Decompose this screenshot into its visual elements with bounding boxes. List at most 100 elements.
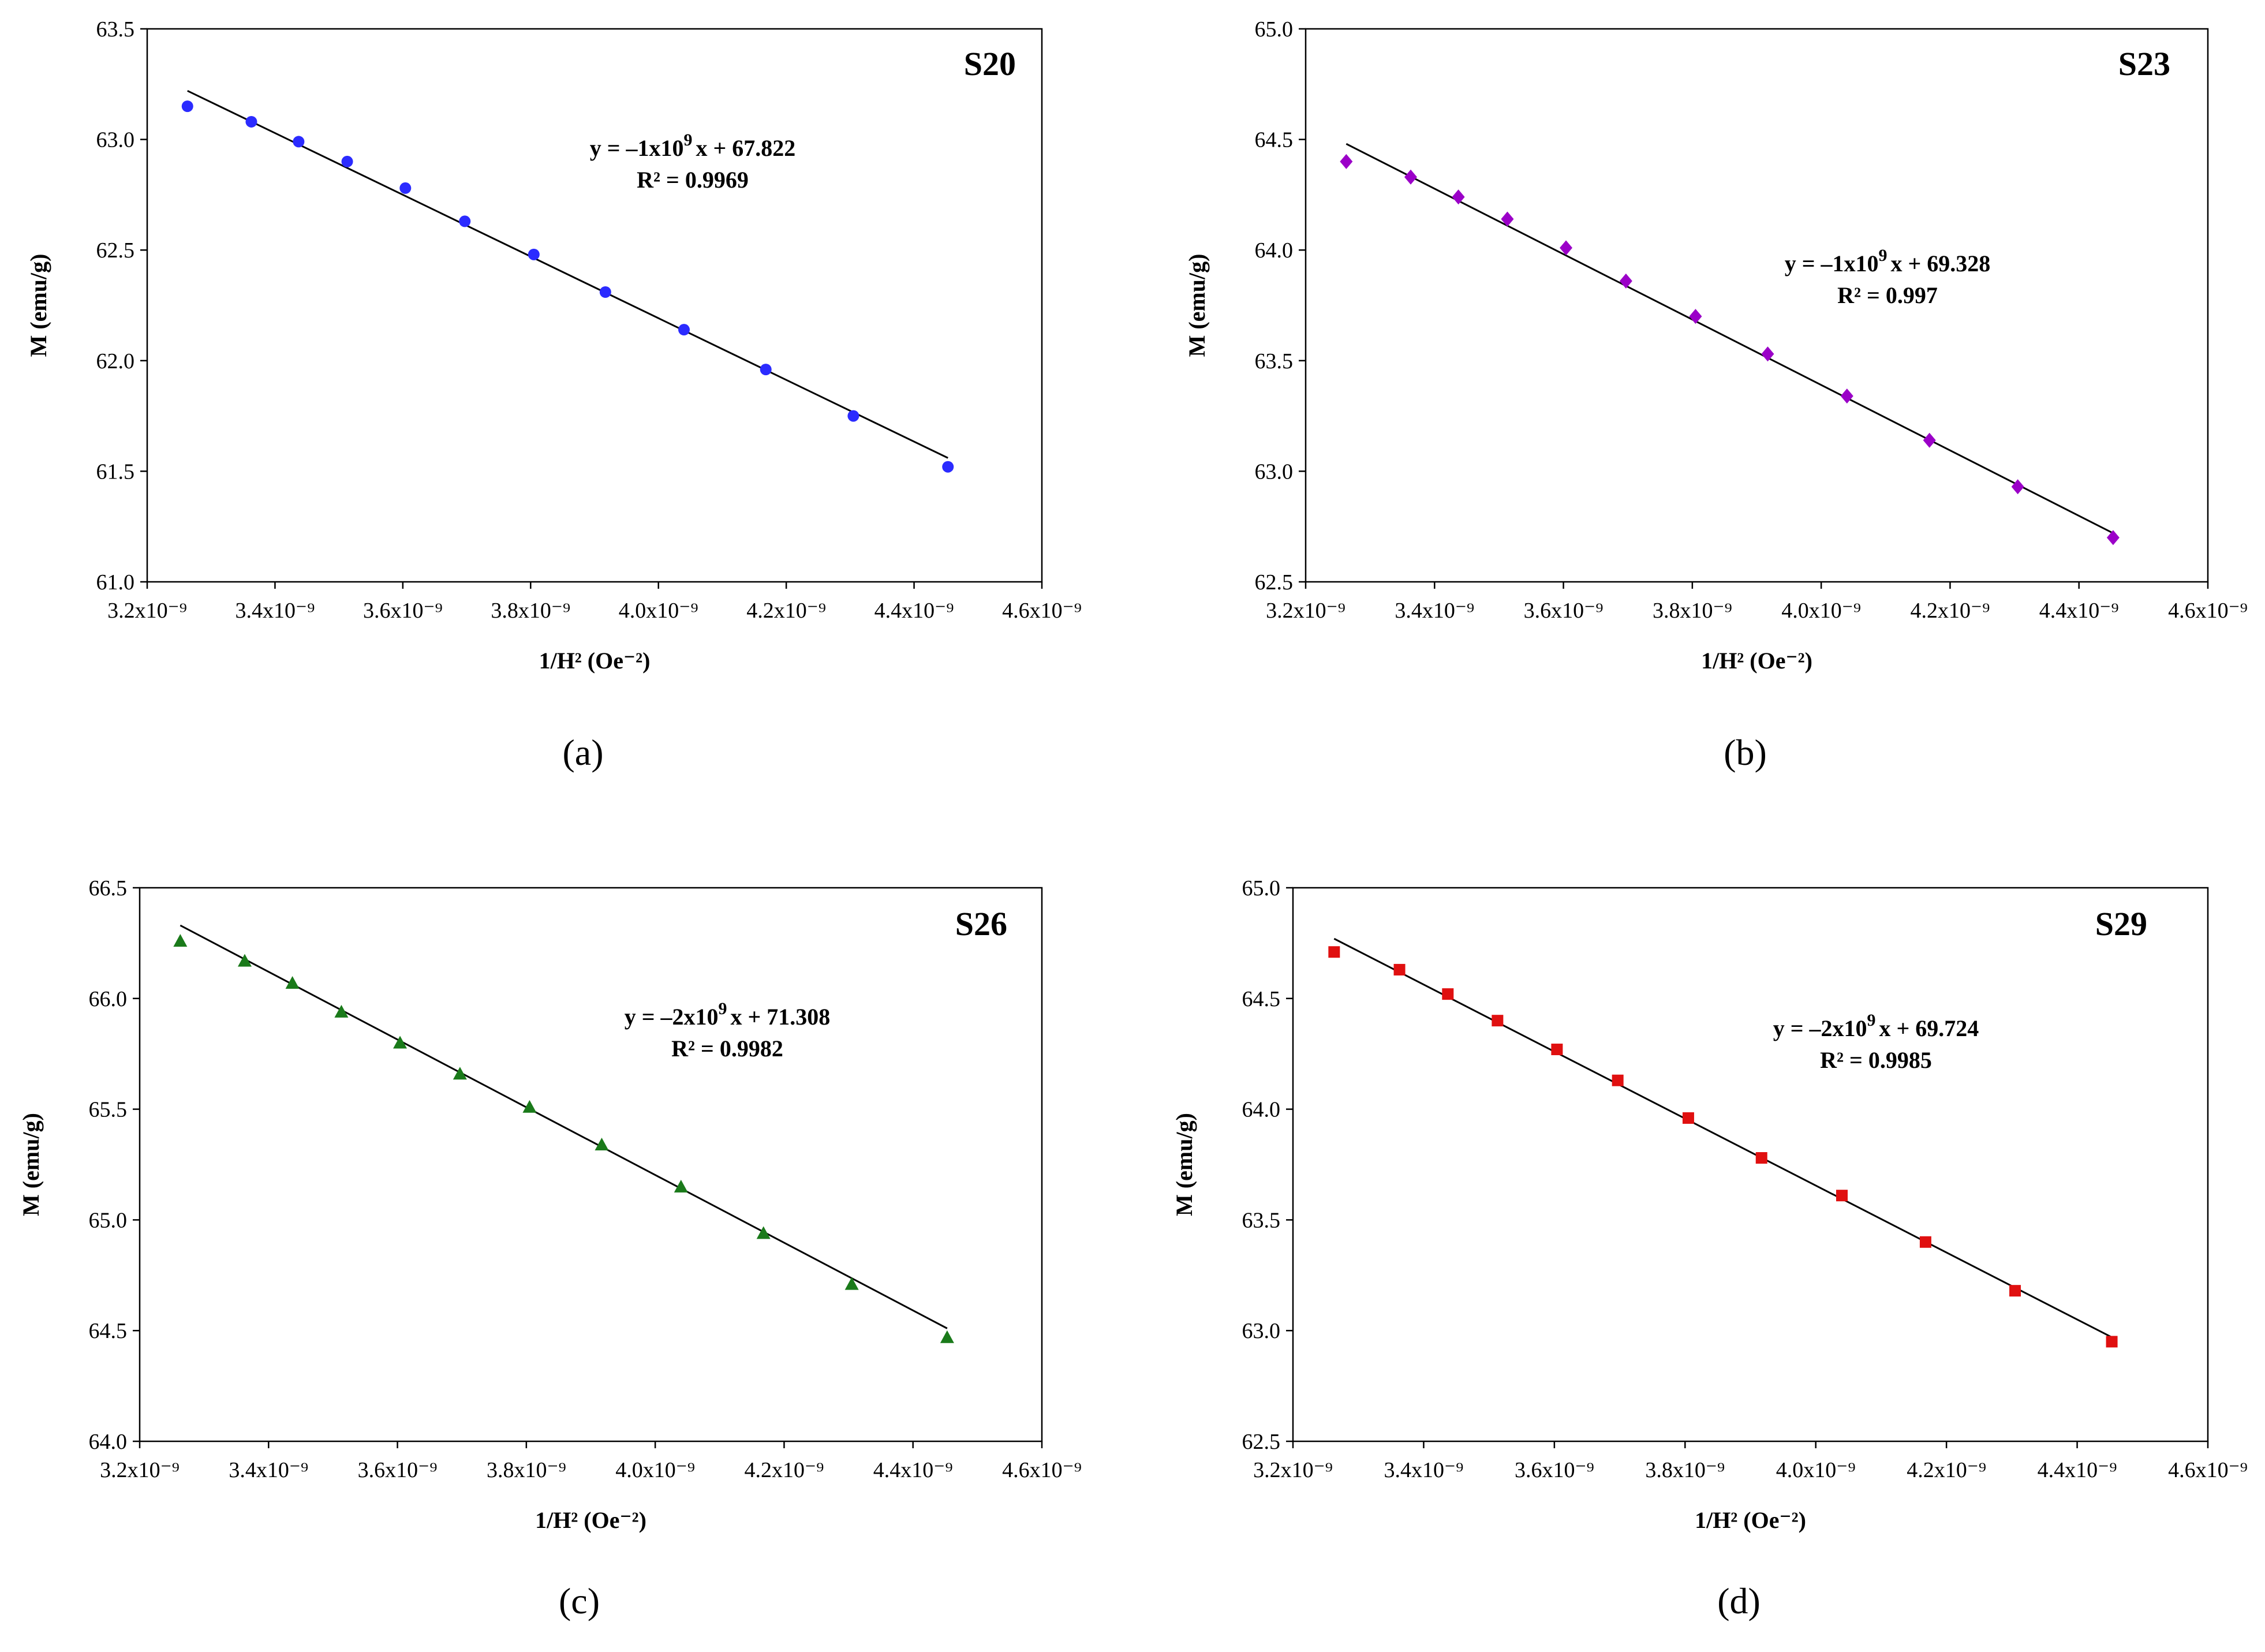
- x-tick-label: 4.0x10⁻⁹: [615, 1458, 695, 1482]
- data-point: [285, 975, 300, 989]
- y-tick-label: 64.5: [1255, 128, 1294, 152]
- data-point: [760, 364, 772, 376]
- fit-equation: y = –2x109 x + 71.308: [625, 999, 831, 1030]
- data-point: [1452, 189, 1465, 205]
- x-axis-label: 1/H² (Oe⁻²): [539, 648, 651, 674]
- fit-line: [1345, 143, 2114, 535]
- y-tick-label: 64.0: [89, 1430, 128, 1454]
- equation-exponent: 9: [1867, 1011, 1876, 1030]
- data-point: [1923, 432, 1936, 448]
- data-point: [1393, 963, 1406, 975]
- chart-panel-a: 61.0 61.5 62.0 62.5 63.0 63.5 3.2x10⁻⁹ 3.4x10⁻⁹…: [25, 17, 1082, 773]
- x-tick-label: 4.2x10⁻⁹: [745, 1458, 824, 1482]
- x-tick-label: 4.4x10⁻⁹: [2039, 599, 2119, 623]
- y-tick-label: 66.5: [89, 876, 128, 900]
- data-point: [1761, 346, 1774, 362]
- sample-label: S29: [2095, 905, 2147, 943]
- x-tick-label: 4.4x10⁻⁹: [873, 1458, 953, 1482]
- data-point: [1612, 1074, 1624, 1086]
- data-point: [2009, 1285, 2021, 1297]
- chart-panel-c: 64.0 64.5 65.0 65.5 66.0 66.5 3.2x10⁻⁹ 3.4x10⁻⁹…: [18, 876, 1082, 1621]
- y-tick-label: 65.0: [1255, 17, 1294, 42]
- y-tick-label: 63.5: [96, 17, 135, 42]
- x-tick-label: 4.6x10⁻⁹: [1002, 1458, 1082, 1482]
- data-point: [1492, 1015, 1504, 1027]
- equation-main: y = –2x10: [625, 1004, 719, 1030]
- equation-tail: x + 67.822: [696, 135, 796, 161]
- y-tick-label: 66.0: [89, 987, 128, 1011]
- data-point: [1551, 1044, 1563, 1056]
- y-tick-label: 65.0: [89, 1208, 128, 1232]
- data-point: [2106, 1336, 2118, 1348]
- panel-caption: (a): [562, 732, 603, 773]
- y-tick-label: 64.5: [89, 1319, 128, 1343]
- x-tick-label: 3.6x10⁻⁹: [358, 1458, 438, 1482]
- data-point: [341, 155, 353, 167]
- data-point: [847, 410, 859, 422]
- x-tick-label: 3.2x10⁻⁹: [107, 599, 187, 623]
- data-point: [293, 136, 305, 148]
- x-tick-label: 4.4x10⁻⁹: [2038, 1458, 2117, 1482]
- y-tick-label: 62.5: [1242, 1430, 1281, 1454]
- y-tick-label: 64.0: [1242, 1098, 1281, 1122]
- panel-caption: (d): [1717, 1580, 1761, 1621]
- data-point: [245, 115, 257, 128]
- data-point: [181, 100, 193, 113]
- data-point: [393, 1036, 408, 1049]
- equation-main: y = –1x10: [590, 135, 684, 161]
- data-point: [940, 1330, 954, 1343]
- data-point: [1840, 388, 1853, 404]
- y-tick-label: 65.0: [1242, 876, 1281, 900]
- x-tick-label: 3.6x10⁻⁹: [1515, 1458, 1594, 1482]
- x-tick-label: 3.4x10⁻⁹: [1384, 1458, 1464, 1482]
- data-point: [674, 1179, 688, 1193]
- fit-equation: y = –2x109 x + 69.724: [1773, 1011, 1979, 1041]
- y-axis-label: M (emu/g): [1171, 1113, 1197, 1216]
- sample-label: S20: [964, 45, 1016, 83]
- x-tick-label: 4.0x10⁻⁹: [619, 599, 698, 623]
- y-tick-label: 64.5: [1242, 987, 1281, 1011]
- y-tick-label: 63.0: [96, 128, 135, 152]
- fit-line: [180, 924, 948, 1329]
- x-tick-label: 3.6x10⁻⁹: [363, 599, 443, 623]
- chart-panel-d: 62.5 63.0 63.5 64.0 64.5 65.0 3.2x10⁻⁹ 3.4x10⁻⁹…: [1171, 876, 2248, 1621]
- y-tick-label: 61.5: [96, 459, 135, 484]
- x-tick-label: 3.4x10⁻⁹: [236, 599, 315, 623]
- x-tick-label: 4.2x10⁻⁹: [1911, 599, 1990, 623]
- data-point: [453, 1067, 467, 1080]
- data-point: [1919, 1236, 1931, 1248]
- data-point: [595, 1137, 609, 1150]
- y-tick-label: 63.5: [1242, 1208, 1281, 1232]
- x-tick-label: 4.2x10⁻⁹: [1907, 1458, 1986, 1482]
- plot-frame: [146, 28, 1043, 583]
- data-point: [1619, 273, 1632, 289]
- fit-line: [187, 89, 948, 459]
- x-tick-label: 4.0x10⁻⁹: [1781, 599, 1861, 623]
- r-squared: R² = 0.9985: [1820, 1047, 1932, 1073]
- x-axis-label: 1/H² (Oe⁻²): [1695, 1507, 1806, 1533]
- x-tick-label: 3.8x10⁻⁹: [1653, 599, 1732, 623]
- fit-equation: y = –1x109 x + 69.328: [1785, 246, 1991, 276]
- data-point: [522, 1100, 537, 1113]
- y-tick-label: 63.0: [1242, 1319, 1281, 1343]
- data-point: [599, 286, 611, 298]
- data-point: [942, 461, 954, 473]
- y-tick-label: 62.5: [96, 238, 135, 263]
- x-tick-label: 3.2x10⁻⁹: [1253, 1458, 1333, 1482]
- x-tick-label: 4.6x10⁻⁹: [1002, 599, 1082, 623]
- x-tick-label: 3.6x10⁻⁹: [1524, 599, 1604, 623]
- r-squared: R² = 0.9982: [671, 1036, 783, 1062]
- data-point: [1689, 309, 1702, 324]
- data-point: [1501, 211, 1514, 227]
- y-axis-label: M (emu/g): [18, 1113, 44, 1216]
- equation-exponent: 9: [1879, 246, 1888, 265]
- data-point: [528, 248, 540, 260]
- equation-tail: x + 71.308: [731, 1004, 831, 1030]
- y-tick-label: 64.0: [1255, 238, 1294, 263]
- data-point: [1328, 946, 1340, 958]
- x-tick-label: 3.8x10⁻⁹: [1645, 1458, 1725, 1482]
- data-point: [173, 934, 188, 947]
- x-tick-label: 3.2x10⁻⁹: [1266, 599, 1345, 623]
- x-tick-label: 4.4x10⁻⁹: [874, 599, 954, 623]
